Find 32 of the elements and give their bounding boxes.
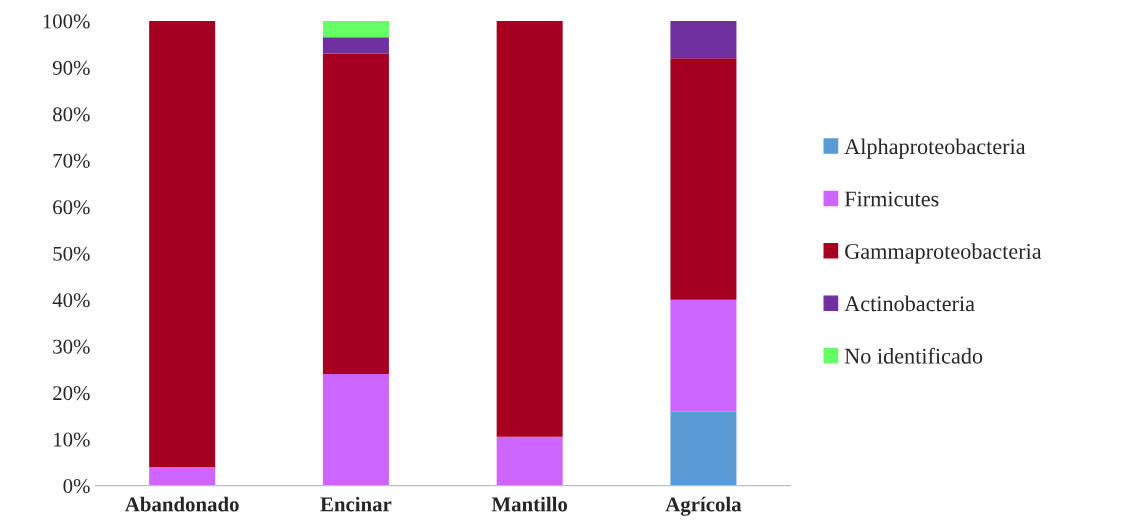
legend-label: Firmicutes: [844, 191, 939, 207]
bar: [670, 299, 737, 412]
y-tick-label: 50%: [53, 246, 90, 261]
bar: [322, 53, 389, 375]
bar: [149, 467, 216, 486]
y-tick-label: 10%: [54, 432, 90, 447]
bar: [322, 374, 389, 486]
x-tick-label: Agrícola: [665, 496, 742, 516]
y-tick-label: 0%: [63, 479, 90, 494]
x-tick-label: Abandonado: [125, 496, 239, 512]
x-tick-label: Mantillo: [491, 496, 568, 512]
legend-label: Alphaproteobacteria: [844, 138, 1026, 159]
y-tick-label: 40%: [52, 293, 90, 308]
legend-label: Actinobacteria: [844, 295, 975, 312]
x-tick-label: Encinar: [320, 496, 392, 512]
bar: [322, 21, 389, 38]
legend-label: No identificado: [844, 347, 983, 364]
bar: [670, 58, 737, 300]
y-tick-label: 60%: [53, 200, 90, 215]
bar: [322, 37, 389, 54]
y-tick-label: 70%: [53, 153, 90, 168]
y-tick-label: 100%: [43, 14, 90, 29]
bar: [149, 21, 216, 468]
y-tick-label: 20%: [53, 386, 90, 401]
bar: [670, 411, 737, 486]
y-tick-label: 90%: [52, 60, 90, 75]
bar: [670, 21, 737, 59]
legend-label: Gammaproteobacteria: [845, 243, 1042, 264]
bar: [496, 21, 563, 437]
bar: [496, 436, 563, 486]
y-tick-label: 80%: [53, 107, 90, 122]
y-tick-label: 30%: [53, 339, 90, 354]
